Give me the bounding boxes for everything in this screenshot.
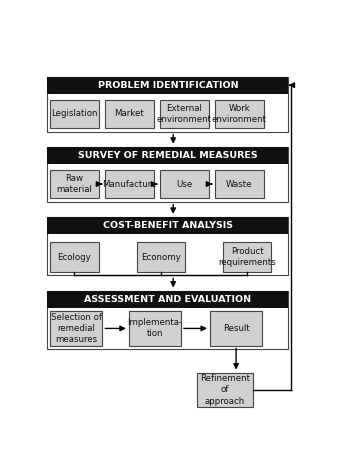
Bar [50,311,102,346]
Bar [47,77,289,132]
Text: Ecology: Ecology [57,253,91,262]
Bar [137,242,185,272]
Text: Refinement
of
approach: Refinement of approach [200,375,250,405]
Bar [50,170,99,198]
Bar [47,291,289,349]
Bar [105,170,153,198]
Text: Selection of
remedial
measures: Selection of remedial measures [51,313,102,344]
Bar [160,100,209,128]
Bar [50,242,99,272]
Bar [47,147,289,164]
Bar [223,242,271,272]
Text: Work
environment: Work environment [212,104,267,124]
Bar [210,311,262,346]
Bar [215,100,264,128]
Bar [197,373,253,407]
Bar [47,217,289,234]
Bar [47,217,289,276]
Text: Raw
material: Raw material [56,174,92,194]
Text: Economy: Economy [141,253,180,262]
Text: External
environment: External environment [157,104,212,124]
Text: Manufacture: Manufacture [102,179,156,189]
Text: ASSESSMENT AND EVALUATION: ASSESSMENT AND EVALUATION [84,295,251,304]
Bar [47,291,289,308]
Text: Use: Use [176,179,192,189]
Bar [50,100,99,128]
Text: SURVEY OF REMEDIAL MEASURES: SURVEY OF REMEDIAL MEASURES [78,151,258,160]
Text: Product
requirements: Product requirements [218,247,276,267]
Bar [105,100,153,128]
Bar [47,77,289,94]
Text: COST-BENEFIT ANALYSIS: COST-BENEFIT ANALYSIS [103,221,233,230]
Text: PROBLEM IDENTIFICATION: PROBLEM IDENTIFICATION [98,81,238,90]
Text: Waste: Waste [226,179,252,189]
Bar [129,311,181,346]
Bar [47,147,289,202]
Bar [160,170,209,198]
Text: Implementa-
tion: Implementa- tion [127,318,183,339]
Text: Result: Result [223,324,249,333]
Text: Market: Market [115,109,144,119]
Text: Legislation: Legislation [51,109,98,119]
Bar [215,170,264,198]
